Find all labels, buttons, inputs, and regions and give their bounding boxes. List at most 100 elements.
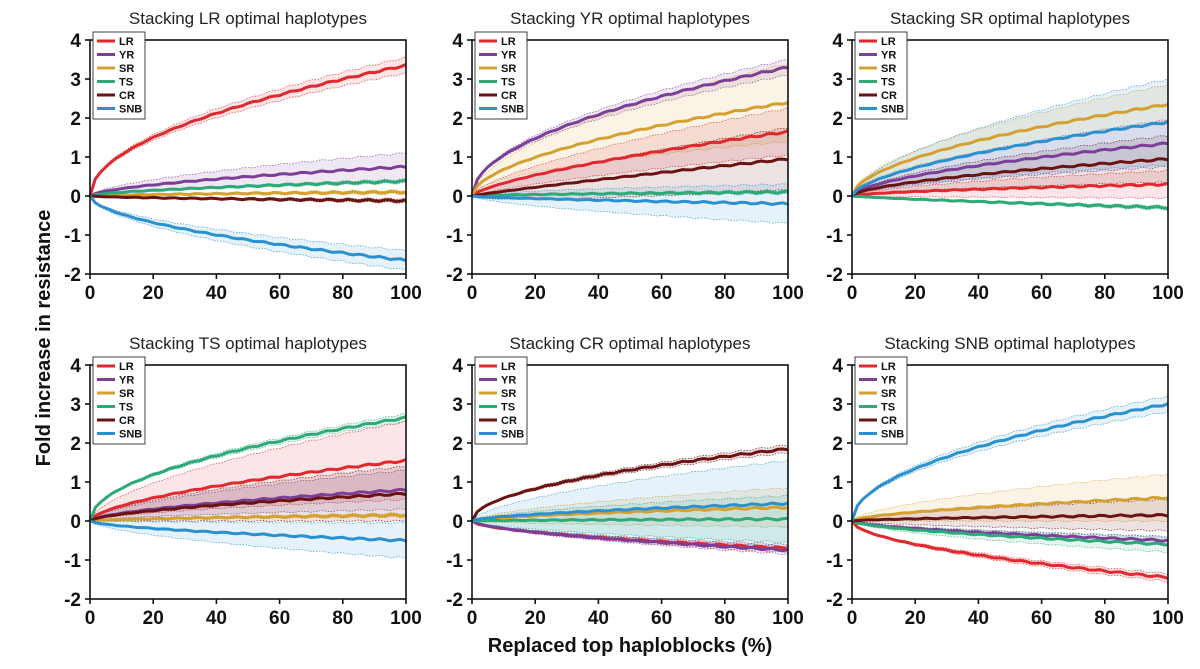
series-line-sr xyxy=(89,189,407,198)
legend-box xyxy=(474,31,528,120)
y-tick-label: 2 xyxy=(70,109,81,130)
legend-label-ts: TS xyxy=(119,77,133,89)
band-upper-yr xyxy=(851,520,1169,538)
legend-box xyxy=(92,356,146,445)
y-tick-label: 3 xyxy=(832,70,843,91)
series-line-snb xyxy=(89,519,407,543)
band-upper-cr xyxy=(89,466,407,522)
series-line-sr xyxy=(850,103,1169,197)
y-tick-label: -1 xyxy=(826,551,843,572)
band-yr xyxy=(90,152,406,196)
y-tick-label: 1 xyxy=(832,148,843,169)
panel-title: Stacking SNB optimal haplotypes xyxy=(884,334,1135,353)
y-tick-label: 0 xyxy=(832,512,843,533)
x-tick-label: 20 xyxy=(143,608,164,629)
band-lower-sr xyxy=(471,520,789,529)
band-lower-snb xyxy=(89,195,407,271)
legend-label-cr: CR xyxy=(119,90,135,102)
x-tick-label: 40 xyxy=(588,283,609,304)
series-line-lr xyxy=(850,520,1169,580)
y-tick-label: 2 xyxy=(832,434,843,455)
chart-panel-1: Stacking LR optimal haplotypes-2-1012340… xyxy=(64,9,422,304)
y-tick-label: -2 xyxy=(64,590,81,611)
band-upper-sr xyxy=(89,189,407,197)
band-upper-sr xyxy=(471,487,789,522)
series-line-yr xyxy=(89,164,407,198)
legend-label-lr: LR xyxy=(501,361,516,373)
legend-label-yr: YR xyxy=(119,50,134,62)
band-upper-lr xyxy=(471,106,789,197)
legend-box xyxy=(474,356,528,445)
x-tick-label: 20 xyxy=(143,283,164,304)
x-tick-label: 40 xyxy=(968,608,989,629)
x-tick-label: 0 xyxy=(467,608,478,629)
x-tick-label: 40 xyxy=(206,608,227,629)
x-tick-label: 20 xyxy=(905,283,926,304)
band-upper-snb xyxy=(851,395,1169,522)
series-line-cr xyxy=(851,157,1169,198)
band-lr xyxy=(852,521,1168,583)
y-tick-label: 3 xyxy=(832,395,843,416)
y-tick-label: 2 xyxy=(452,109,463,130)
y-tick-label: -1 xyxy=(446,551,463,572)
x-tick-label: 20 xyxy=(525,608,546,629)
band-lower-cr xyxy=(851,520,1169,533)
band-upper-snb xyxy=(471,459,789,522)
y-tick-label: 1 xyxy=(452,473,463,494)
band-upper-yr xyxy=(471,59,789,197)
y-tick-label: 2 xyxy=(452,434,463,455)
legend-label-cr: CR xyxy=(881,90,897,102)
series-line-ts xyxy=(88,415,407,522)
legend-box xyxy=(92,31,146,120)
x-tick-label: 80 xyxy=(332,608,353,629)
y-tick-label: -2 xyxy=(446,265,463,286)
x-tick-label: 0 xyxy=(467,283,478,304)
y-tick-label: -1 xyxy=(64,226,81,247)
y-tick-label: 2 xyxy=(70,434,81,455)
x-tick-label: 100 xyxy=(772,608,804,629)
legend-label-sr: SR xyxy=(119,63,134,75)
y-tick-label: 0 xyxy=(452,187,463,208)
series-line-ts xyxy=(471,516,789,523)
band-upper-lr xyxy=(851,169,1169,197)
x-tick-label: 60 xyxy=(269,283,290,304)
y-tick-label: -1 xyxy=(64,551,81,572)
x-tick-label: 60 xyxy=(651,608,672,629)
y-tick-label: 4 xyxy=(452,31,463,52)
legend-label-yr: YR xyxy=(501,50,516,62)
band-upper-yr xyxy=(89,469,407,522)
series-line-lr xyxy=(88,458,407,523)
series-line-ts xyxy=(89,178,407,198)
band-upper-sr xyxy=(851,84,1169,197)
y-axis-label: Fold increase in resistance xyxy=(33,210,55,467)
series-line-cr xyxy=(89,194,407,203)
series-line-yr xyxy=(471,519,789,553)
x-tick-label: 80 xyxy=(714,283,735,304)
series-line-sr xyxy=(851,496,1169,523)
legend-box xyxy=(854,356,908,445)
band-lr xyxy=(472,107,788,196)
band-cr xyxy=(852,499,1168,532)
band-lower-sr xyxy=(852,519,1169,523)
series-line-cr xyxy=(89,492,407,523)
x-tick-label: 0 xyxy=(847,608,858,629)
chart-panel-5: Stacking CR optimal haplotypes-2-1012340… xyxy=(446,334,804,629)
series-line-cr xyxy=(851,513,1169,523)
band-lower-lr xyxy=(89,498,407,522)
legend-label-cr: CR xyxy=(881,415,897,427)
series-line-cr xyxy=(470,447,789,522)
y-tick-label: -2 xyxy=(826,265,843,286)
legend-box xyxy=(854,31,908,120)
y-tick-label: -2 xyxy=(446,590,463,611)
legend-label-yr: YR xyxy=(881,375,896,387)
band-lower-snb xyxy=(851,411,1169,522)
x-tick-label: 40 xyxy=(206,283,227,304)
x-tick-label: 0 xyxy=(85,608,96,629)
chart-panel-3: Stacking SR optimal haplotypes-2-1012340… xyxy=(826,9,1184,304)
band-lower-lr xyxy=(851,520,1169,583)
series-line-ts xyxy=(471,189,789,198)
band-upper-yr xyxy=(89,152,407,197)
panels-group: Stacking LR optimal haplotypes-2-1012340… xyxy=(64,9,1184,629)
